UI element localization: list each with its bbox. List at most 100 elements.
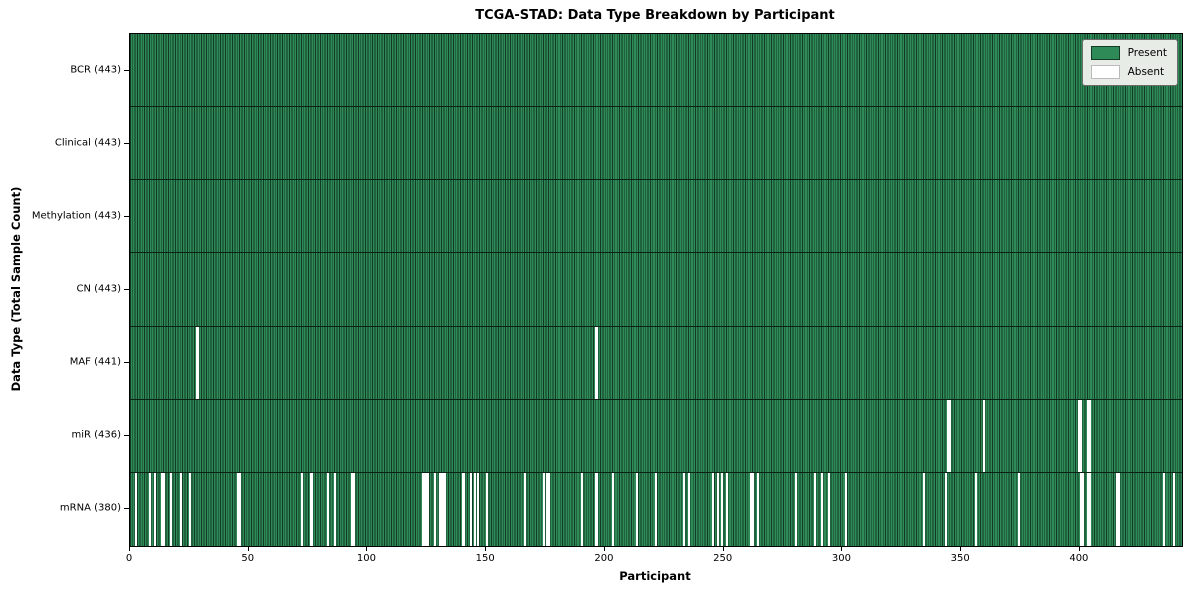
legend-absent-label: Absent	[1127, 66, 1165, 78]
absent-mark	[1117, 472, 1120, 546]
absent-mark	[1079, 472, 1082, 546]
absent-mark	[239, 472, 242, 546]
absent-mark	[524, 472, 527, 546]
absent-mark	[179, 472, 182, 546]
absent-mark	[426, 472, 429, 546]
y-tick-mark	[124, 508, 129, 510]
legend-present-label: Present	[1127, 47, 1167, 59]
row-cn	[130, 253, 1182, 327]
absent-mark	[196, 326, 199, 399]
absent-mark	[153, 472, 156, 546]
absent-mark	[441, 472, 444, 546]
x-tick-label: 100	[356, 553, 377, 564]
y-tick-mark	[124, 362, 129, 364]
heatmap-rows	[130, 34, 1182, 546]
x-tick-mark	[485, 546, 487, 551]
absent-mark	[543, 472, 546, 546]
absent-mark	[1089, 472, 1092, 546]
x-tick-mark	[603, 546, 605, 551]
y-tick-label: Clinical (443)	[54, 137, 121, 149]
absent-mark	[946, 399, 949, 472]
absent-mark	[794, 472, 797, 546]
absent-mark	[1115, 472, 1118, 546]
x-tick-mark	[722, 546, 724, 551]
x-tick-mark	[366, 546, 368, 551]
absent-mark	[726, 472, 729, 546]
legend: Present Absent	[1081, 39, 1178, 86]
y-tick-label: MAF (441)	[69, 356, 121, 368]
y-tick-mark	[124, 69, 129, 71]
absent-mark	[752, 472, 755, 546]
absent-mark	[688, 472, 691, 546]
absent-mark	[545, 472, 548, 546]
y-tick-mark	[124, 435, 129, 437]
absent-mark	[683, 472, 686, 546]
absent-mark	[711, 472, 714, 546]
absent-mark	[1087, 472, 1090, 546]
absent-mark	[635, 472, 638, 546]
absent-mark	[170, 472, 173, 546]
legend-absent-swatch	[1090, 65, 1120, 79]
row-methylation	[130, 180, 1182, 254]
absent-mark	[353, 472, 356, 546]
row-mrna	[130, 472, 1182, 546]
absent-mark	[189, 472, 192, 546]
x-tick-mark	[1078, 546, 1080, 551]
legend-item-present: Present	[1090, 46, 1167, 60]
row-maf	[130, 326, 1182, 400]
absent-mark	[422, 472, 425, 546]
x-tick-mark	[129, 546, 130, 551]
x-tick-mark	[247, 546, 249, 551]
y-axis-title: Data Type (Total Sample Count)	[9, 186, 23, 392]
absent-mark	[1077, 399, 1080, 472]
absent-mark	[1089, 399, 1092, 472]
absent-mark	[612, 472, 615, 546]
absent-mark	[163, 472, 166, 546]
y-tick-label: miR (436)	[71, 429, 121, 441]
y-tick-mark	[124, 289, 129, 290]
y-tick-mark	[124, 142, 129, 144]
x-tick-label: 300	[831, 553, 851, 564]
absent-mark	[982, 399, 985, 472]
absent-mark	[581, 472, 584, 546]
absent-mark	[1082, 472, 1085, 546]
absent-mark	[462, 472, 465, 546]
legend-item-absent: Absent	[1090, 65, 1167, 79]
absent-mark	[1018, 472, 1021, 546]
absent-mark	[433, 472, 437, 546]
absent-mark	[300, 472, 304, 546]
chart-title: TCGA-STAD: Data Type Breakdown by Partic…	[475, 8, 835, 23]
absent-mark	[474, 472, 477, 546]
absent-mark	[821, 472, 824, 546]
absent-mark	[923, 472, 926, 546]
row-mir	[130, 399, 1182, 473]
row-clinical	[130, 107, 1182, 181]
absent-mark	[310, 472, 313, 546]
absent-mark	[469, 472, 472, 546]
absent-mark	[350, 472, 353, 546]
y-tick-mark	[124, 215, 129, 217]
absent-mark	[749, 472, 752, 546]
absent-mark	[975, 472, 978, 546]
row-bcr	[130, 34, 1182, 108]
absent-mark	[1087, 399, 1090, 472]
y-tick-label: CN (443)	[76, 283, 121, 295]
absent-mark	[1163, 472, 1166, 546]
absent-mark	[813, 472, 816, 546]
absent-mark	[654, 472, 657, 546]
plot-area: Present Absent	[129, 33, 1183, 547]
y-tick-label: BCR (443)	[70, 64, 121, 76]
x-tick-label: 350	[950, 553, 970, 564]
x-tick-label: 50	[241, 553, 255, 564]
absent-mark	[547, 472, 550, 546]
absent-mark	[756, 472, 759, 546]
absent-mark	[443, 472, 446, 546]
y-tick-label: mRNA (380)	[59, 502, 121, 514]
absent-mark	[476, 472, 479, 546]
x-tick-label: 400	[1069, 553, 1089, 564]
absent-mark	[148, 472, 152, 546]
x-tick-label: 200	[594, 553, 614, 564]
absent-mark	[595, 326, 598, 399]
absent-mark	[944, 472, 947, 546]
